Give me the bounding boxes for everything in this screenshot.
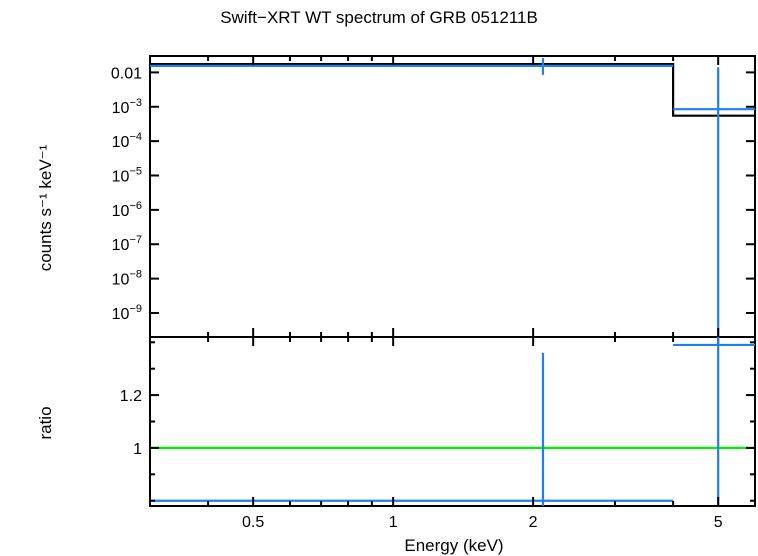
x-tick-label-1: 0.5 xyxy=(242,514,264,531)
spectrum-y-tick-label-8: 10−9 xyxy=(112,303,142,323)
x-axis-label: Energy (keV) xyxy=(404,536,503,555)
model-step-line xyxy=(150,62,755,117)
ratio-frame xyxy=(149,336,756,507)
spectrum-y-tick-label-5: 10−6 xyxy=(112,200,142,220)
spectrum-panel: 0.01 10−3 10−4 10−5 10−6 10−7 10−8 10−9 xyxy=(111,55,756,346)
spectrum-y-tick-label-3: 10−4 xyxy=(112,131,142,151)
spectrum-y-tick-label-1: 0.01 xyxy=(111,65,142,82)
ratio-panel: 1 1.2 0.5 1 2 5 xyxy=(120,336,756,531)
ratio-y-tick-label-1: 1 xyxy=(133,441,142,458)
top-y-axis-label: counts s⁻¹ keV⁻¹ xyxy=(36,144,55,271)
spectrum-y-tick-label-2: 10−3 xyxy=(112,97,142,117)
spectrum-y-tick-label-6: 10−7 xyxy=(112,234,142,254)
x-tick-label-3: 2 xyxy=(529,514,538,531)
spectrum-y-tick-label-4: 10−5 xyxy=(112,166,142,186)
x-tick-label-2: 1 xyxy=(389,514,398,531)
ratio-y-tick-label-2: 1.2 xyxy=(120,388,142,405)
spectrum-y-tick-label-7: 10−8 xyxy=(112,269,142,289)
chart-title: Swift−XRT WT spectrum of GRB 051211B xyxy=(220,8,538,27)
ratio-y-axis-label: ratio xyxy=(36,406,55,439)
spectrum-frame xyxy=(149,55,756,338)
x-tick-label-4: 5 xyxy=(714,514,723,531)
